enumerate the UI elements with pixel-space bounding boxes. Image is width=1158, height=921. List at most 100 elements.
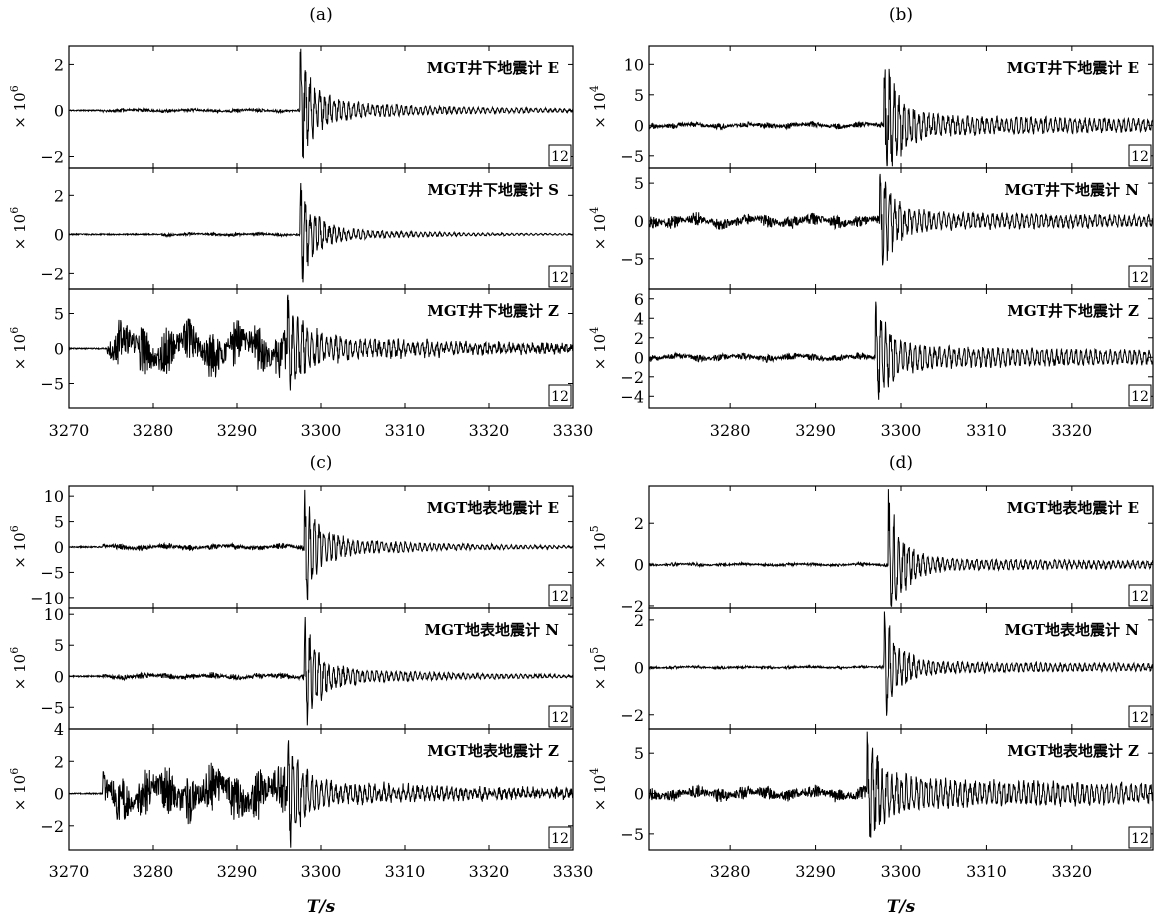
y-tick-label: 0 [634, 785, 644, 804]
y-tick-label: 10 [624, 55, 644, 74]
corner-box-label: 12 [1131, 831, 1149, 847]
y-tick-label: 5 [54, 636, 64, 655]
y-tick-label: 2 [634, 514, 644, 533]
corner-box [548, 705, 572, 728]
corner-box [548, 584, 572, 607]
corner-box [1128, 144, 1152, 167]
corner-box-label: 12 [551, 589, 569, 605]
trace-title: MGT地表地震计 E [1007, 499, 1139, 517]
panel-c: (c) 10 5 0 −5 −10 × 106 MGT地表地震计 E 12 10 5 0 −5 × 106… [8, 453, 593, 917]
y-tick-label: 2 [634, 611, 644, 630]
y-axis-label: × 104 [588, 768, 609, 811]
trace-title: MGT地表地震计 E [427, 499, 559, 517]
x-tick-label: 3310 [385, 862, 426, 881]
corner-box [1128, 705, 1152, 728]
y-tick-label: −10 [30, 589, 64, 608]
x-tick-label: 3270 [49, 862, 90, 881]
y-tick-label: −2 [620, 597, 644, 616]
subplot-frame [68, 288, 574, 409]
y-axis-label: × 105 [588, 647, 609, 690]
waveform-line [648, 301, 1154, 400]
y-axis-label: × 104 [588, 85, 609, 128]
subplot-frame [68, 728, 574, 851]
y-axis-label: × 106 [8, 768, 29, 811]
y-tick-label: 0 [634, 556, 644, 575]
trace-title: MGT地表地震计 Z [427, 742, 559, 760]
x-axis-label: T/s [307, 897, 336, 917]
y-tick-label: 0 [634, 348, 644, 367]
subplot: 4 2 0 −2 × 106 MGT地表地震计 Z 12 [8, 720, 574, 851]
y-tick-label: −5 [40, 563, 64, 582]
x-tick-label: 3300 [881, 862, 922, 881]
y-axis-label: × 104 [588, 207, 609, 250]
y-tick-label: −2 [40, 147, 64, 166]
y-tick-label: 5 [634, 86, 644, 105]
x-tick-label: 3290 [217, 421, 258, 440]
subplot: 10 5 0 −5 × 104 MGT井下地震计 E 12 [588, 45, 1154, 169]
waveform-line [648, 489, 1154, 607]
y-tick-label: 0 [54, 340, 64, 359]
x-tick-label: 3310 [385, 421, 426, 440]
x-tick-label: 3290 [217, 862, 258, 881]
y-tick-label: 0 [634, 116, 644, 135]
x-tick-label: 3320 [469, 421, 510, 440]
x-tick-label: 3280 [710, 862, 751, 881]
x-tick-label: 3280 [710, 421, 751, 440]
subplot: 2 0 −2 × 106 MGT井下地震计 S 12 [8, 167, 574, 290]
x-tick-label: 3300 [301, 862, 342, 881]
y-tick-label: 0 [634, 658, 644, 677]
subplot: 2 0 −2 × 105 MGT地表地震计 E 12 [588, 485, 1154, 616]
corner-box-label: 12 [1131, 389, 1149, 405]
x-tick-label: 3320 [1051, 862, 1092, 881]
x-tick-label: 3290 [795, 862, 836, 881]
y-tick-label: 2 [54, 55, 64, 74]
corner-box-label: 12 [1131, 270, 1149, 286]
y-tick-label: 5 [54, 513, 64, 532]
panel-b: (b) 10 5 0 −5 × 104 MGT井下地震计 E 12 5 0 −5 × 104 MGT井下… [588, 5, 1154, 440]
waveform-line [68, 489, 574, 601]
y-tick-label: 2 [54, 186, 64, 205]
y-axis-label: × 106 [8, 525, 29, 568]
corner-box [548, 144, 572, 167]
y-axis-label: × 104 [588, 327, 609, 370]
x-tick-label: 3310 [966, 421, 1007, 440]
corner-box-label: 12 [1131, 149, 1149, 165]
waveform-line [68, 182, 574, 283]
x-tick-label: 3290 [795, 421, 836, 440]
subplot: 5 0 −5 × 106 MGT井下地震计 Z 12 [8, 288, 574, 409]
y-tick-label: 6 [634, 290, 644, 309]
corner-box-label: 12 [1131, 589, 1149, 605]
x-tick-label: 3330 [553, 862, 594, 881]
y-tick-label: 2 [54, 752, 64, 771]
x-tick-label: 3300 [301, 421, 342, 440]
y-tick-label: 0 [54, 101, 64, 120]
y-tick-label: 0 [54, 785, 64, 804]
corner-box-label: 12 [551, 389, 569, 405]
x-tick-label: 3320 [1051, 421, 1092, 440]
y-tick-label: 5 [634, 744, 644, 763]
waveform-line [69, 48, 574, 159]
trace-title: MGT井下地震计 Z [1007, 302, 1139, 320]
y-tick-label: −2 [40, 264, 64, 283]
corner-box [548, 384, 572, 407]
x-tick-label: 3310 [966, 862, 1007, 881]
panel-a: (a) 2 0 −2 × 106 MGT井下地震计 E 12 2 0 −2 × 106 MGT井下地震… [8, 5, 593, 440]
trace-title: MGT地表地震计 Z [1007, 742, 1139, 760]
corner-box-label: 12 [551, 831, 569, 847]
y-tick-label: 0 [634, 212, 644, 231]
corner-box [1128, 826, 1152, 849]
y-tick-label: 0 [54, 538, 64, 557]
y-tick-label: 2 [634, 329, 644, 348]
waveform-line [68, 294, 574, 391]
corner-box [1128, 384, 1152, 407]
panel-label: (c) [310, 453, 333, 473]
y-tick-label: 10 [44, 487, 64, 506]
y-tick-label: 5 [634, 174, 644, 193]
y-tick-label: 10 [44, 605, 64, 624]
panel-label: (b) [889, 5, 913, 25]
y-tick-label: −5 [620, 825, 644, 844]
waveform-line [68, 616, 574, 726]
corner-box-label: 12 [551, 149, 569, 165]
